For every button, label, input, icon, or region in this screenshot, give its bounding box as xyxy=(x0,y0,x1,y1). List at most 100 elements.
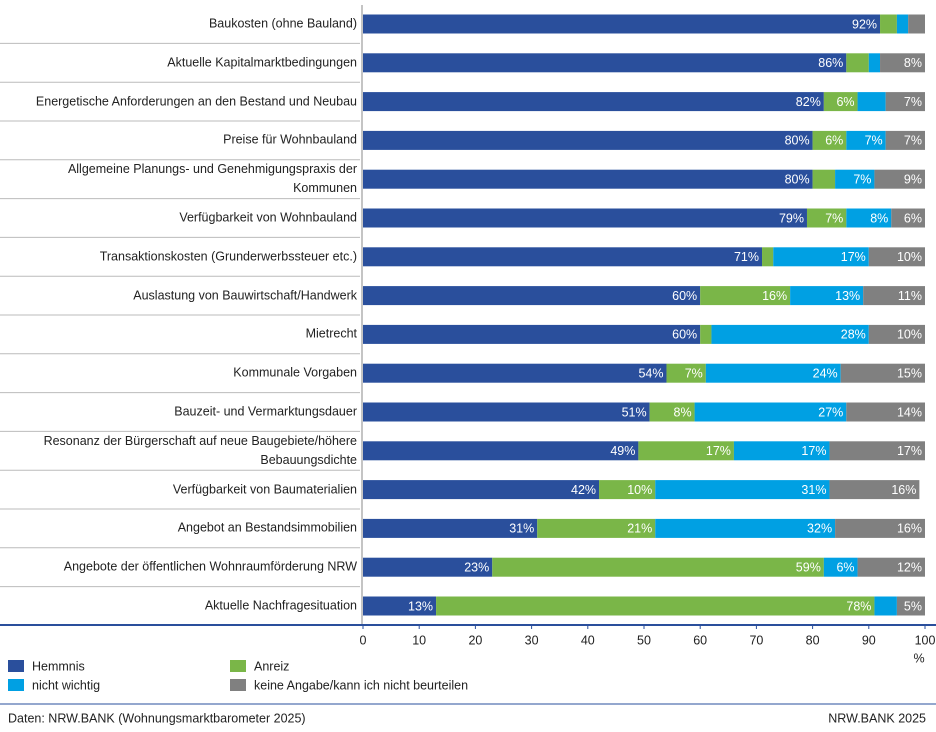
bar-segment xyxy=(705,363,841,383)
bar-segment xyxy=(880,53,925,73)
bar-segment xyxy=(896,596,925,616)
bar-segment xyxy=(908,14,925,34)
bar-segment xyxy=(363,92,824,112)
legend-label: nicht wichtig xyxy=(32,678,100,692)
bar-segment xyxy=(885,130,925,150)
bar-segment xyxy=(436,596,875,616)
legend-swatch xyxy=(230,660,246,672)
value-label: 6% xyxy=(825,134,843,148)
value-label: 10% xyxy=(897,328,922,342)
x-tick-label: 50 xyxy=(637,633,651,647)
value-label: 92% xyxy=(852,17,877,31)
bar-segment xyxy=(840,363,925,383)
credit: NRW.BANK 2025 xyxy=(828,711,926,725)
category-label: Aktuelle Kapitalmarktbedingungen xyxy=(167,55,357,70)
value-label: 82% xyxy=(796,95,821,109)
value-label: 16% xyxy=(897,522,922,536)
value-label: 32% xyxy=(807,522,832,536)
bar-segment xyxy=(638,441,734,461)
bar-segment xyxy=(846,130,886,150)
bar-segment xyxy=(829,441,925,461)
value-label: 6% xyxy=(904,211,922,225)
bar-segment xyxy=(363,324,701,344)
bar-segment xyxy=(896,14,909,34)
value-label: 60% xyxy=(672,328,697,342)
bar-segment xyxy=(829,480,920,500)
bar-segment xyxy=(891,208,925,228)
category-label: Angebote der öffentlichen Wohnraumförder… xyxy=(63,559,357,574)
value-label: 31% xyxy=(801,483,826,497)
value-label: 12% xyxy=(897,560,922,574)
value-label: 6% xyxy=(836,560,854,574)
legend-swatch xyxy=(8,660,24,672)
x-tick-label: 90 xyxy=(862,633,876,647)
legend-label: keine Angabe/kann ich nicht beurteilen xyxy=(254,678,468,692)
bar-segment xyxy=(363,441,639,461)
bar-segment xyxy=(835,518,925,538)
bar-segment xyxy=(812,169,836,189)
bar-segment xyxy=(666,363,706,383)
value-label: 59% xyxy=(796,560,821,574)
value-label: 80% xyxy=(785,134,810,148)
x-tick-label: 20 xyxy=(468,633,482,647)
value-label: 7% xyxy=(685,366,703,380)
bar-segment xyxy=(812,130,847,150)
category-label: Baukosten (ohne Bauland) xyxy=(208,16,357,31)
legend-swatch xyxy=(8,679,24,691)
value-label: 49% xyxy=(610,444,635,458)
bar-segment xyxy=(363,363,667,383)
value-label: 8% xyxy=(870,211,888,225)
bar-segment xyxy=(773,247,869,267)
value-label: 7% xyxy=(904,134,922,148)
bar-segment xyxy=(806,208,847,228)
bar-segment xyxy=(537,518,656,538)
x-tick-label: 80 xyxy=(806,633,820,647)
value-label: 13% xyxy=(835,289,860,303)
bar-segment xyxy=(700,286,791,306)
bar-segment xyxy=(363,53,847,73)
bar-segment xyxy=(790,286,864,306)
value-label: 24% xyxy=(813,366,838,380)
bar-segment xyxy=(363,402,650,422)
category-label: Auslastung von Bauwirtschaft/Handwerk xyxy=(133,288,357,303)
bar-segment xyxy=(363,596,437,616)
bar-segment xyxy=(823,92,858,112)
bar-segment xyxy=(846,53,869,73)
value-label: 16% xyxy=(762,289,787,303)
bar-segment xyxy=(846,208,892,228)
legend-swatch xyxy=(230,679,246,691)
x-tick-label: 100 xyxy=(915,633,936,647)
category-label: Aktuelle Nachfragesituation xyxy=(204,598,357,613)
category-label: Verfügbarkeit von Wohnbauland xyxy=(179,210,357,225)
category-label: Angebot an Bestandsimmobilien xyxy=(177,520,357,535)
bar-segment xyxy=(874,169,925,189)
value-label: 8% xyxy=(904,56,922,70)
value-label: 5% xyxy=(904,599,922,613)
bar-segment xyxy=(363,480,600,500)
category-label: Mietrecht xyxy=(305,326,357,341)
bar-segment xyxy=(363,247,763,267)
bar-segment xyxy=(880,14,897,34)
value-label: 17% xyxy=(841,250,866,264)
value-label: 42% xyxy=(571,483,596,497)
bar-segment xyxy=(700,324,712,344)
value-label: 7% xyxy=(904,95,922,109)
x-tick-label: 10 xyxy=(412,633,426,647)
bar-segment xyxy=(733,441,830,461)
value-label: 10% xyxy=(897,250,922,264)
bar-segment xyxy=(762,247,774,267)
bar-segment xyxy=(863,286,925,306)
bar-segment xyxy=(363,208,807,228)
value-label: 27% xyxy=(818,405,843,419)
x-axis-label: % xyxy=(913,651,924,665)
category-label: Energetische Anforderungen an den Bestan… xyxy=(35,94,357,109)
value-label: 86% xyxy=(818,56,843,70)
value-label: 7% xyxy=(853,172,871,186)
category-label: Preise für Wohnbauland xyxy=(223,132,357,147)
bar-segment xyxy=(835,169,875,189)
bar-segment xyxy=(885,92,925,112)
value-label: 14% xyxy=(897,405,922,419)
bar-segment xyxy=(655,518,836,538)
value-label: 51% xyxy=(622,405,647,419)
